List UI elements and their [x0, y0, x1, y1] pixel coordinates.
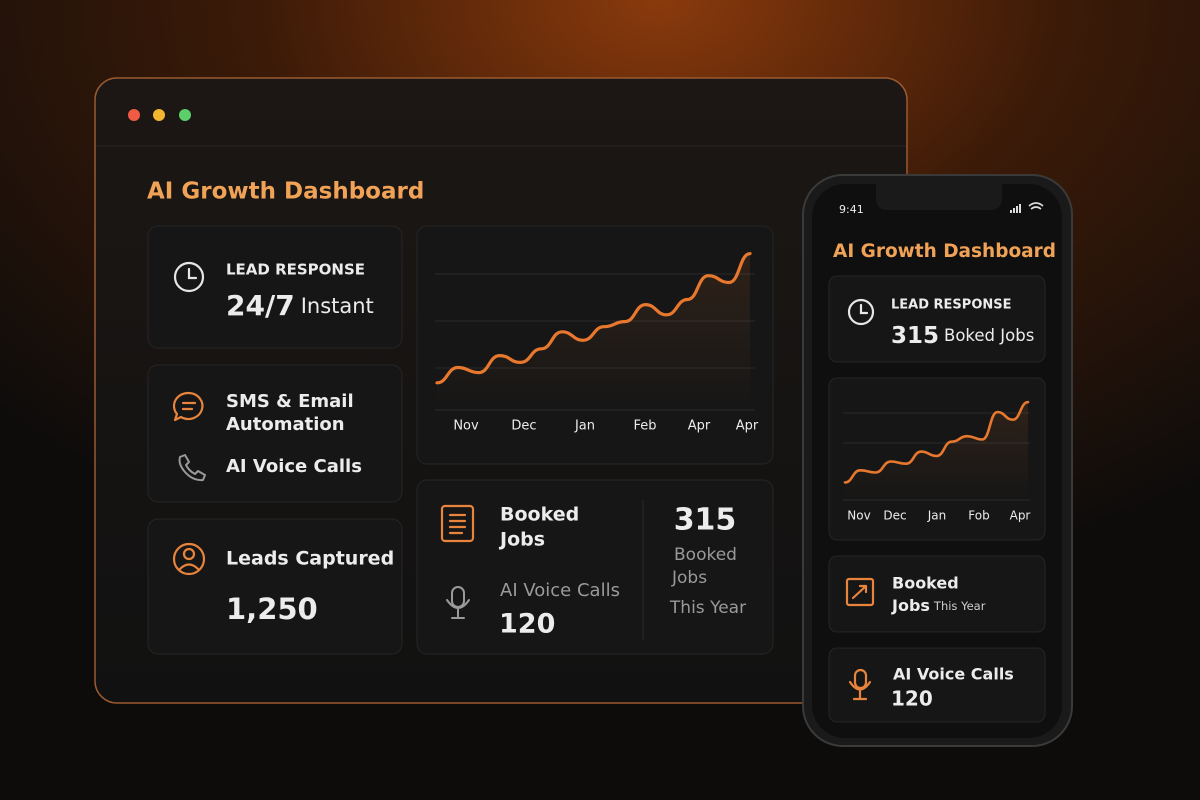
card: [828, 275, 1046, 363]
card: [147, 225, 403, 349]
signal-icon: [1010, 204, 1021, 213]
card: [147, 364, 403, 503]
total-label: Jobs: [671, 568, 707, 588]
line-area: [437, 253, 750, 410]
status-time: 9:41: [839, 203, 864, 216]
card-label: SMS & Email: [226, 391, 354, 412]
card-label: AI Voice Calls: [893, 665, 1014, 684]
clock-icon: [173, 261, 205, 293]
maximize-dot[interactable]: [179, 109, 191, 121]
user-icon: [172, 542, 206, 576]
card-value: 120: [891, 687, 933, 711]
mic-icon: [848, 668, 872, 701]
line: [843, 400, 1030, 484]
document-icon: [440, 504, 475, 543]
card-value: 1,250: [226, 592, 318, 626]
card: [828, 555, 1046, 633]
notch: [876, 184, 1002, 210]
total-label: Booked: [674, 545, 737, 565]
label-main: Jobs: [891, 596, 930, 615]
x-tick-label: Feb: [633, 419, 656, 434]
value-main: 315: [891, 323, 939, 349]
x-tick-label: Nov: [847, 509, 870, 523]
card-label: LEAD RESPONSE: [891, 298, 1012, 313]
mic-icon: [446, 586, 470, 619]
wifi-icon: [1028, 202, 1044, 210]
card-label: Booked: [892, 574, 959, 593]
chat-icon: [172, 391, 204, 422]
card-label: Automation: [226, 414, 345, 435]
phone-icon: [178, 454, 206, 482]
value-main: 24/7: [226, 289, 295, 322]
value-suffix: Instant: [301, 294, 374, 318]
x-tick-label: Jan: [927, 509, 947, 523]
label-suffix: This Year: [933, 599, 986, 613]
card-label: AI Voice Calls: [226, 456, 362, 477]
card: [416, 479, 774, 655]
total-value: 315: [674, 503, 737, 538]
card-label: Booked: [500, 504, 579, 526]
value-suffix: Boked Jobs: [944, 326, 1034, 345]
period-label: This Year: [669, 598, 746, 618]
line: [435, 252, 752, 385]
dashboard-title: AI Growth Dashboard: [147, 179, 424, 205]
x-tick-label: Apr: [1010, 509, 1031, 523]
card-label: AI Voice Calls: [500, 580, 620, 601]
dashboard-title: AI Growth Dashboard: [833, 241, 1056, 262]
x-tick-label: Dec: [883, 509, 906, 523]
x-tick-label: Apr: [736, 419, 759, 434]
x-tick-label: Dec: [511, 419, 536, 434]
card: [147, 518, 403, 655]
card-value: 315 Boked Jobs: [891, 323, 1034, 349]
card: [828, 647, 1046, 723]
card-value: 24/7 Instant: [226, 289, 374, 322]
line-area: [845, 402, 1028, 500]
clock-icon: [847, 298, 875, 326]
card-value: 120: [499, 609, 555, 640]
trend-icon: [845, 577, 875, 607]
x-tick-label: Jan: [574, 419, 595, 434]
card-label: Leads Captured: [226, 548, 394, 570]
x-tick-label: Apr: [688, 419, 711, 434]
minimize-dot[interactable]: [153, 109, 165, 121]
x-tick-label: Fob: [968, 509, 989, 523]
card-label: LEAD RESPONSE: [226, 261, 365, 279]
close-dot[interactable]: [128, 109, 140, 121]
card-label: Jobs This Year: [891, 596, 986, 615]
card-label: Jobs: [498, 529, 545, 551]
x-tick-label: Nov: [453, 419, 479, 434]
